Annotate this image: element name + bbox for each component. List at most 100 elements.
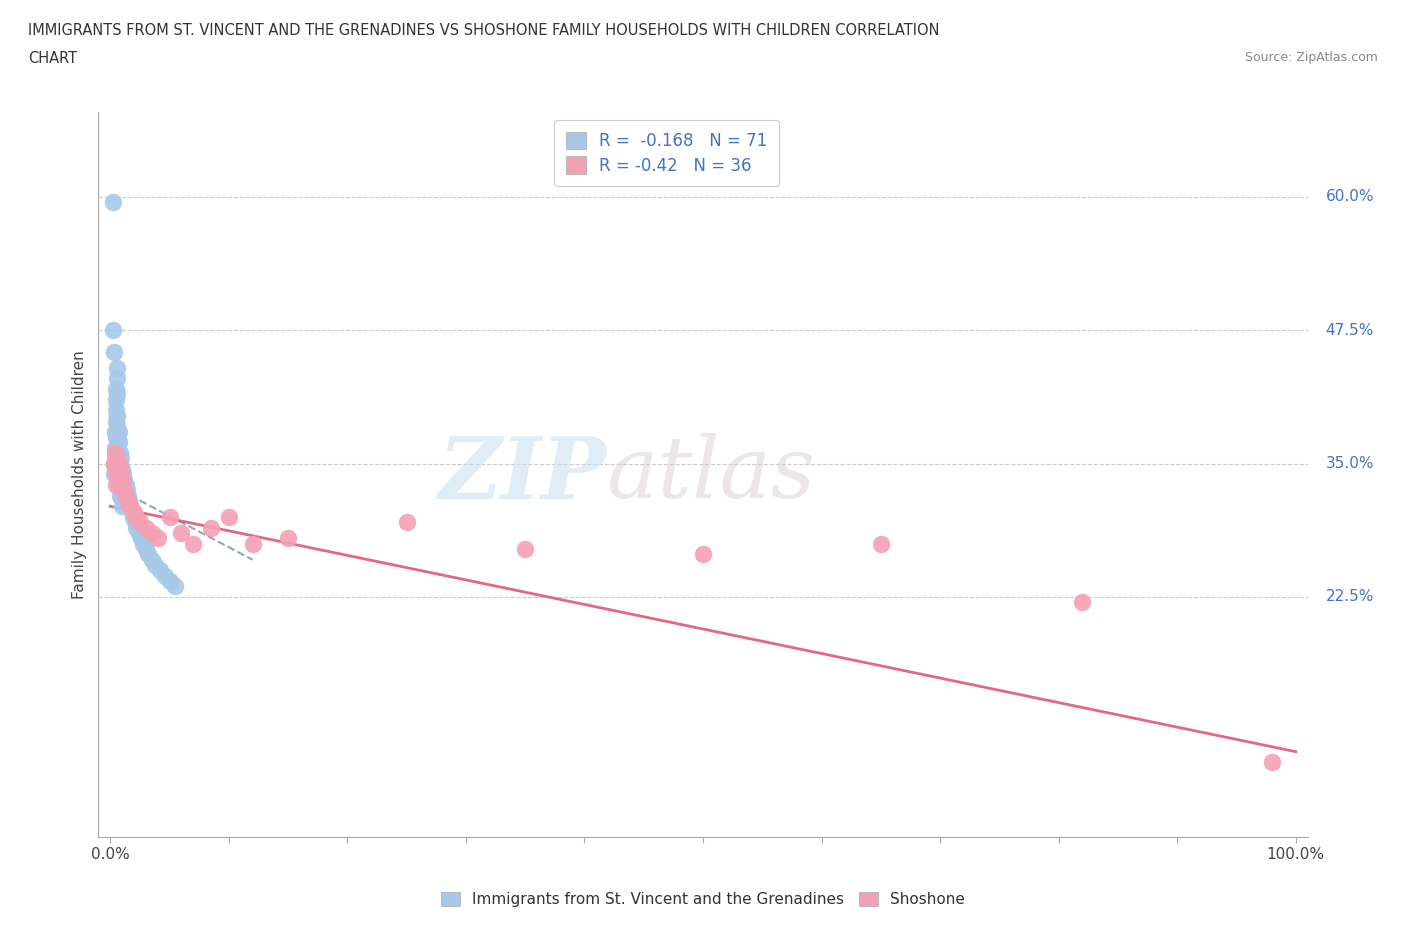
Point xyxy=(117,488,139,503)
Point xyxy=(118,494,141,509)
Point xyxy=(103,344,125,359)
Point xyxy=(124,515,146,530)
Legend: Immigrants from St. Vincent and the Grenadines, Shoshone: Immigrants from St. Vincent and the Gren… xyxy=(436,885,970,913)
Text: 35.0%: 35.0% xyxy=(1326,456,1374,472)
Point xyxy=(107,435,129,450)
Point xyxy=(105,392,128,407)
Point xyxy=(869,537,891,551)
Point xyxy=(105,445,128,460)
Point xyxy=(104,451,127,466)
Point xyxy=(114,483,136,498)
Point xyxy=(108,461,131,476)
Point xyxy=(114,477,136,492)
Point xyxy=(105,430,128,445)
Point xyxy=(105,414,128,429)
Point xyxy=(107,461,129,476)
Point xyxy=(146,531,169,546)
Point xyxy=(104,445,127,460)
Point xyxy=(112,488,135,503)
Point xyxy=(107,457,129,472)
Point xyxy=(159,510,181,525)
Point xyxy=(105,408,128,423)
Point xyxy=(105,461,128,476)
Point xyxy=(165,578,187,593)
Point xyxy=(103,467,125,482)
Point xyxy=(108,445,131,460)
Point xyxy=(112,477,135,492)
Point xyxy=(141,552,163,567)
Point xyxy=(125,510,148,525)
Point xyxy=(1261,755,1284,770)
Point xyxy=(395,515,418,530)
Point xyxy=(159,574,181,589)
Point xyxy=(110,451,132,466)
Text: 47.5%: 47.5% xyxy=(1326,323,1374,338)
Point xyxy=(141,525,163,540)
Point xyxy=(107,445,129,460)
Point xyxy=(120,498,142,513)
Point xyxy=(122,504,145,519)
Text: Source: ZipAtlas.com: Source: ZipAtlas.com xyxy=(1244,51,1378,64)
Point xyxy=(200,520,222,535)
Point xyxy=(111,498,134,513)
Point xyxy=(143,558,166,573)
Point xyxy=(112,477,135,492)
Point xyxy=(129,515,152,530)
Point xyxy=(114,488,136,503)
Point xyxy=(108,472,131,487)
Point xyxy=(170,525,193,540)
Point xyxy=(114,488,136,503)
Legend: R =  -0.168   N = 71, R = -0.42   N = 36: R = -0.168 N = 71, R = -0.42 N = 36 xyxy=(554,120,779,186)
Point xyxy=(128,525,150,540)
Point xyxy=(105,461,128,476)
Text: ZIP: ZIP xyxy=(439,432,606,516)
Point xyxy=(101,195,124,210)
Point xyxy=(515,541,537,556)
Point xyxy=(105,403,128,418)
Point xyxy=(115,483,138,498)
Point xyxy=(218,510,240,525)
Y-axis label: Family Households with Children: Family Households with Children xyxy=(72,350,87,599)
Point xyxy=(242,537,264,551)
Point xyxy=(101,323,124,338)
Point xyxy=(121,510,143,525)
Point xyxy=(114,483,136,498)
Point xyxy=(107,424,129,439)
Point xyxy=(108,457,131,472)
Point xyxy=(110,461,132,476)
Point xyxy=(114,494,136,509)
Point xyxy=(105,418,128,433)
Point xyxy=(132,537,155,551)
Point xyxy=(153,568,176,583)
Point xyxy=(107,467,129,482)
Point xyxy=(277,531,299,546)
Point xyxy=(103,457,125,472)
Point xyxy=(111,472,134,487)
Text: CHART: CHART xyxy=(28,51,77,66)
Point xyxy=(105,451,128,466)
Text: atlas: atlas xyxy=(606,433,815,515)
Point xyxy=(105,371,128,386)
Text: 22.5%: 22.5% xyxy=(1326,590,1374,604)
Text: IMMIGRANTS FROM ST. VINCENT AND THE GRENADINES VS SHOSHONE FAMILY HOUSEHOLDS WIT: IMMIGRANTS FROM ST. VINCENT AND THE GREN… xyxy=(28,23,939,38)
Point xyxy=(181,537,204,551)
Text: 60.0%: 60.0% xyxy=(1326,190,1374,205)
Point xyxy=(114,472,136,487)
Point xyxy=(105,467,128,482)
Point xyxy=(104,424,127,439)
Point xyxy=(136,547,159,562)
Point xyxy=(107,457,129,472)
Point xyxy=(111,483,134,498)
Point xyxy=(149,563,172,578)
Point xyxy=(105,381,128,396)
Point xyxy=(105,457,128,472)
Point xyxy=(129,531,152,546)
Point xyxy=(103,457,125,472)
Point xyxy=(108,472,131,487)
Point xyxy=(121,504,143,519)
Point xyxy=(107,472,129,487)
Point xyxy=(110,488,132,503)
Point xyxy=(108,461,131,476)
Point xyxy=(1071,595,1094,610)
Point xyxy=(108,488,131,503)
